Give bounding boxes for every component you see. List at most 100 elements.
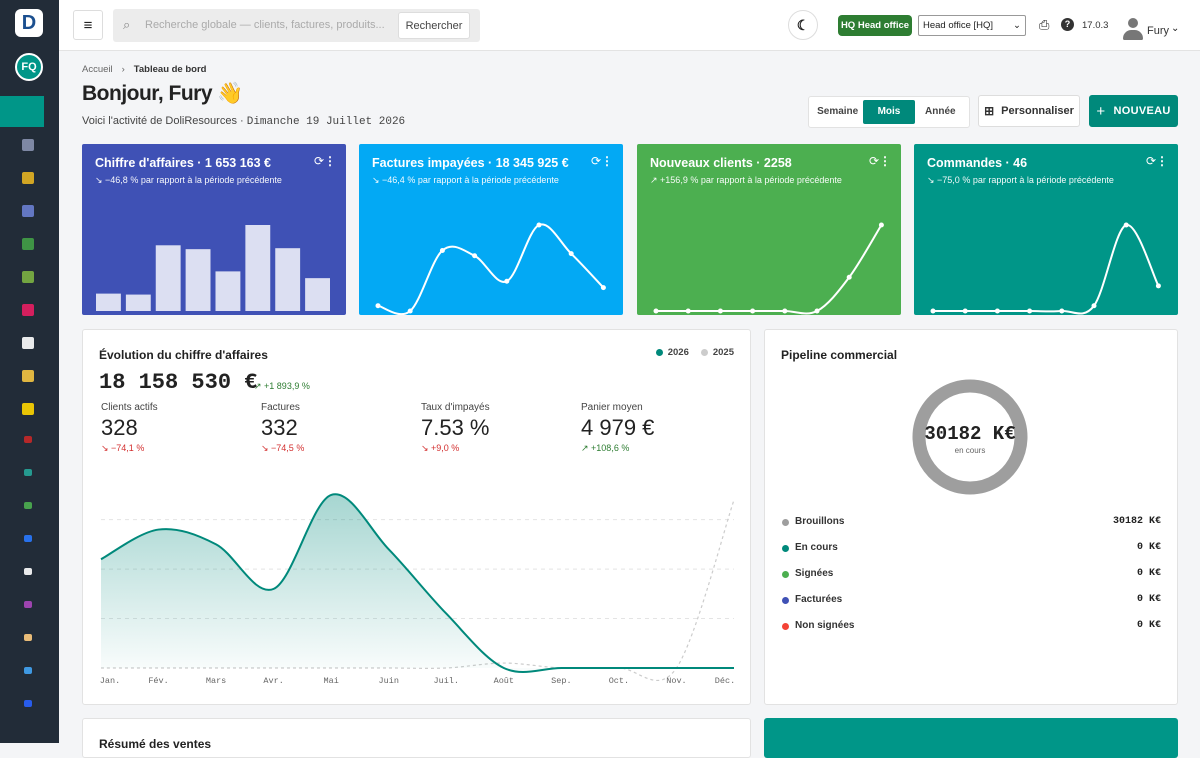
user-caret: ⌄ xyxy=(1171,23,1180,34)
legend-swatch xyxy=(782,623,789,630)
sparkline-point xyxy=(750,308,756,314)
kpi-title: Nouveaux clients · 2258 xyxy=(650,156,792,170)
sparkline-point xyxy=(439,247,445,253)
more-icon[interactable]: ⋮ xyxy=(324,154,336,168)
menu-icon[interactable] xyxy=(24,568,32,575)
x-tick-label: Oct. xyxy=(609,676,629,686)
sparkline-point xyxy=(1123,222,1129,228)
kpi-change: ↗ +156,9 % par rapport à la période préc… xyxy=(650,175,842,185)
menu-icon[interactable] xyxy=(24,634,32,641)
menu-icon[interactable] xyxy=(24,469,32,476)
bar xyxy=(215,271,241,311)
kpi-chart xyxy=(375,222,606,315)
sparkline-point xyxy=(994,308,1000,314)
sparkline-point xyxy=(782,308,788,314)
donut-center-value: 30182 K€ xyxy=(924,423,1015,445)
legend-label: Signées xyxy=(795,568,834,579)
print-icon[interactable]: ⎙ xyxy=(1039,17,1050,32)
kpi-change: ↘ −46,4 % par rapport à la période précé… xyxy=(372,175,559,185)
period-tab[interactable]: Semaine xyxy=(817,106,859,117)
sparkline-point xyxy=(1091,303,1097,309)
menu-icon[interactable] xyxy=(22,403,34,415)
revenue-title: Évolution du chiffre d'affaires xyxy=(99,348,268,362)
search-bar[interactable]: ⌕ Recherche globale — clients, factures,… xyxy=(113,9,480,42)
more-icon[interactable]: ⋮ xyxy=(601,154,613,168)
line xyxy=(100,493,734,673)
legend-swatch xyxy=(782,545,789,552)
sparkline-point xyxy=(407,308,413,314)
active-menu-item[interactable] xyxy=(0,96,44,127)
stat-change: ↘ +9,0 % xyxy=(421,443,460,453)
area xyxy=(101,494,734,673)
legend-item[interactable]: 2026 xyxy=(655,347,689,358)
refresh-icon[interactable]: ⟳ xyxy=(868,154,879,168)
sparkline-point xyxy=(878,222,884,228)
menu-icon[interactable] xyxy=(22,370,34,382)
revenue-total: 18 158 530 € xyxy=(99,370,258,395)
sparkline xyxy=(656,224,883,315)
menu-icon[interactable] xyxy=(24,667,32,674)
stat-change: ↘ −74,5 % xyxy=(261,443,305,453)
kpi-card: Factures impayées · 18 345 925 € ↘ −46,4 … xyxy=(359,144,623,315)
menu-icon[interactable] xyxy=(24,601,32,608)
refresh-icon[interactable]: ⟳ xyxy=(590,154,601,168)
menu-icon[interactable] xyxy=(24,502,32,509)
x-tick-label: Déc. xyxy=(715,676,735,686)
revenue-total-change: ↗ +1 893,9 % xyxy=(254,381,310,391)
menu-icon[interactable] xyxy=(22,139,34,151)
legend-swatch xyxy=(782,519,789,526)
customize-button[interactable]: ⊞ Personnaliser xyxy=(978,95,1080,127)
logo[interactable]: D xyxy=(15,9,43,37)
search-placeholder: Recherche globale — clients, factures, p… xyxy=(145,19,385,31)
stat-label: Clients actifs xyxy=(101,402,158,413)
bar xyxy=(275,248,301,311)
period-tab[interactable]: Mois xyxy=(863,100,915,124)
user-avatar[interactable] xyxy=(1122,18,1144,42)
breadcrumb-separator: › xyxy=(121,64,125,75)
breadcrumb-item[interactable]: Accueil xyxy=(82,64,113,75)
pipeline-donut: 30182 K€ en cours xyxy=(912,379,1028,495)
sparkline-point xyxy=(814,308,820,314)
user-name[interactable]: Fury xyxy=(1147,25,1169,37)
menu-icon[interactable] xyxy=(24,700,32,707)
period-tab[interactable]: Année xyxy=(925,106,956,117)
entity-badge[interactable]: HQ Head office xyxy=(838,15,912,36)
sparkline-point xyxy=(962,308,968,314)
help-icon[interactable]: ? xyxy=(1061,18,1074,31)
menu-icon[interactable] xyxy=(22,172,34,184)
menu-icon[interactable] xyxy=(22,205,34,217)
date: Dimanche 19 Juillet 2026 xyxy=(246,116,406,128)
new-button[interactable]: + NOUVEAU xyxy=(1089,95,1178,127)
menu-icon[interactable] xyxy=(22,337,34,349)
topbar: ≡ ⌕ Recherche globale — clients, facture… xyxy=(59,0,1200,51)
legend-value: 30182 K€ xyxy=(1112,516,1161,527)
refresh-icon[interactable]: ⟳ xyxy=(1145,154,1156,168)
legend-item[interactable]: 2025 xyxy=(700,347,734,358)
search-button[interactable]: Rechercher xyxy=(398,12,470,39)
kpi-change: ↘ −75,0 % par rapport à la période précé… xyxy=(927,175,1114,185)
period-tabs: Semaine Mois Année xyxy=(808,96,970,128)
x-tick-label: Août xyxy=(494,676,514,686)
avatar[interactable]: FQ xyxy=(15,53,43,81)
x-tick-label: Juil. xyxy=(434,676,460,686)
menu-icon[interactable] xyxy=(22,238,34,250)
sparkline-point xyxy=(536,222,542,228)
menu-button[interactable]: ≡ xyxy=(73,10,103,40)
refresh-icon[interactable]: ⟳ xyxy=(313,154,324,168)
menu-icon[interactable] xyxy=(24,436,32,443)
more-icon[interactable]: ⋮ xyxy=(1156,154,1168,168)
kpi-card: Chiffre d'affaires · 1 653 163 € ↘ −46,8 … xyxy=(82,144,346,315)
sales-summary-card: Résumé des ventes xyxy=(82,718,751,758)
bar xyxy=(245,225,271,311)
sparkline-point xyxy=(653,308,659,314)
teal-card xyxy=(764,718,1178,758)
entity-select[interactable]: Head office [HQ] ⌄ xyxy=(918,15,1026,36)
menu-icon[interactable] xyxy=(22,304,34,316)
more-icon[interactable]: ⋮ xyxy=(879,154,891,168)
theme-toggle[interactable]: ☾ xyxy=(788,10,818,40)
sparkline-point xyxy=(930,308,936,314)
menu-icon[interactable] xyxy=(24,535,32,542)
menu-icon[interactable] xyxy=(22,271,34,283)
sidebar: D FQ xyxy=(0,0,59,743)
legend-label: En cours xyxy=(795,542,838,553)
